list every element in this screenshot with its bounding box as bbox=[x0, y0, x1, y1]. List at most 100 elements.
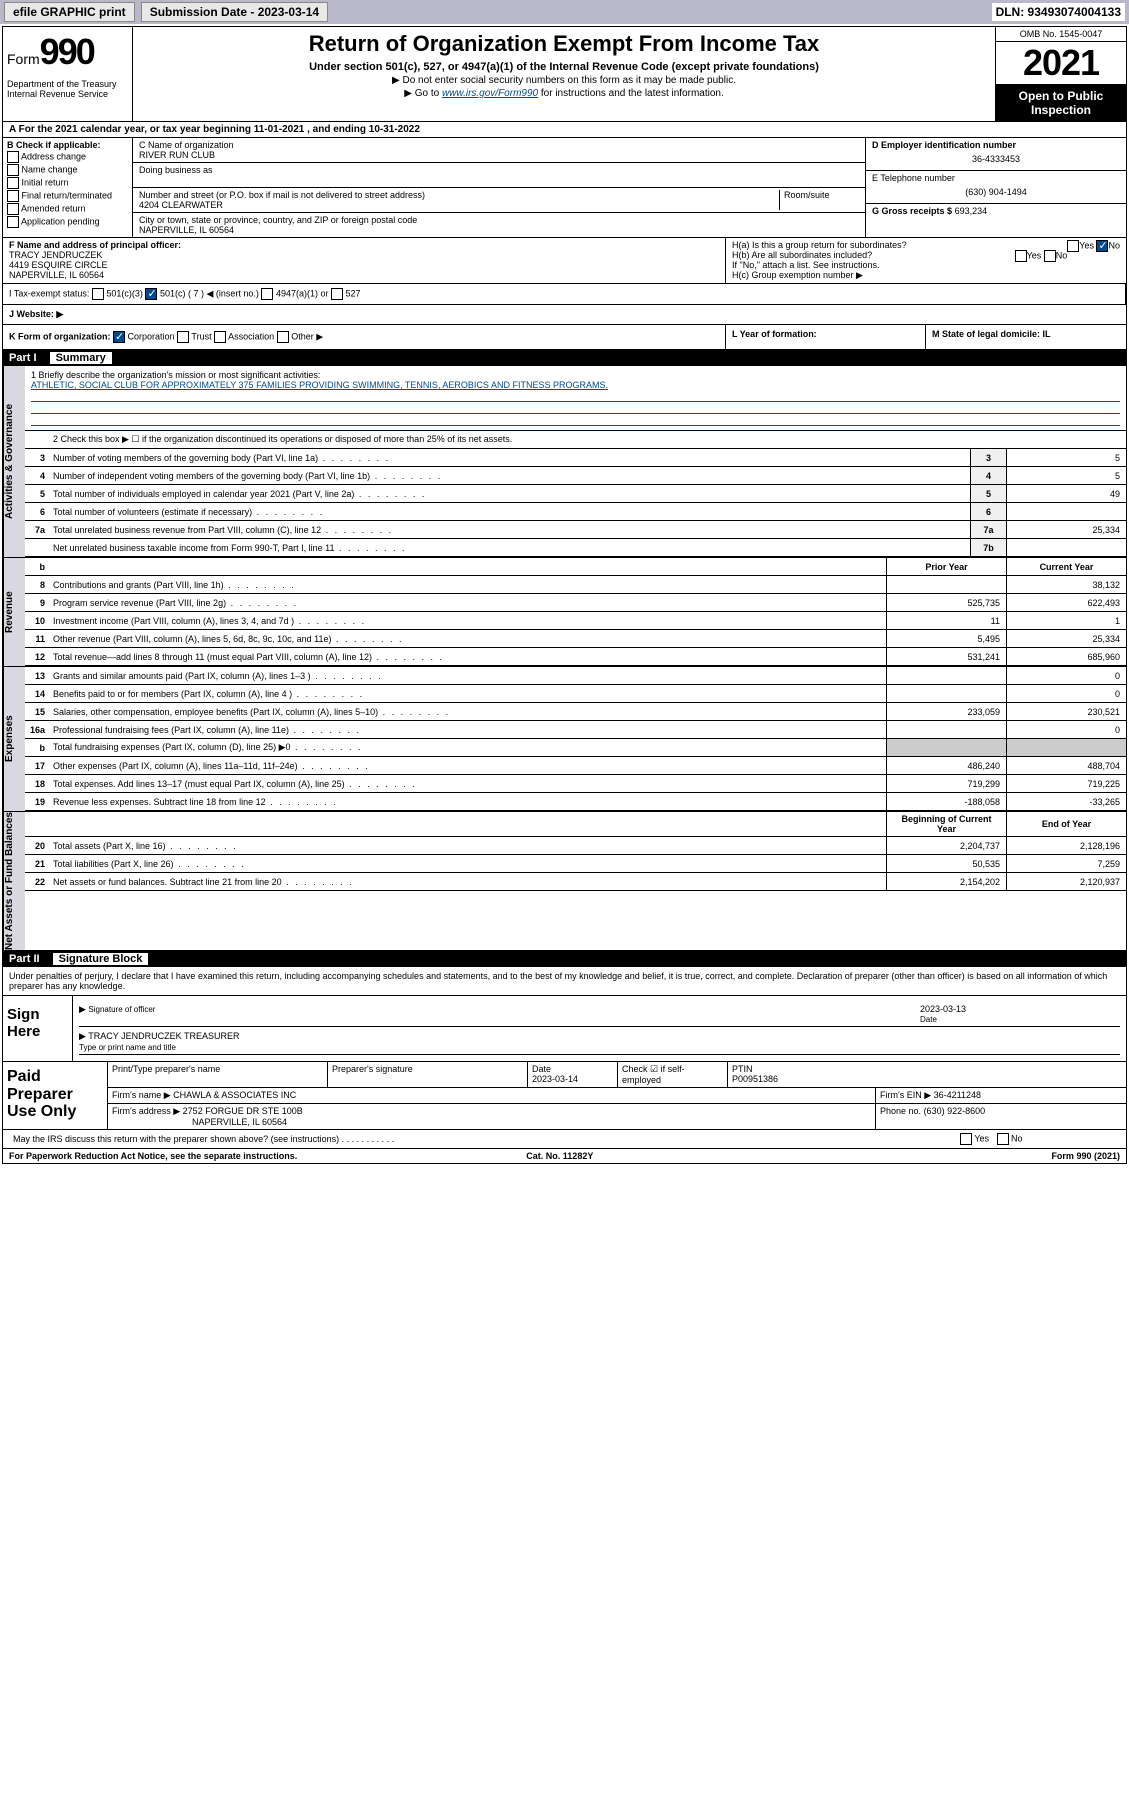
ptin-hdr: PTIN bbox=[732, 1064, 753, 1074]
chk-application-pending[interactable]: Application pending bbox=[7, 216, 128, 228]
self-employed-chk[interactable]: Check ☑ if self-employed bbox=[618, 1062, 728, 1087]
gross-label: G Gross receipts $ bbox=[872, 206, 952, 216]
discuss-no[interactable] bbox=[997, 1133, 1009, 1145]
rev-line-11: 11Other revenue (Part VIII, column (A), … bbox=[25, 630, 1126, 648]
preparer-name-hdr: Print/Type preparer's name bbox=[108, 1062, 328, 1087]
form-page: Form990 Department of the Treasury Inter… bbox=[2, 26, 1127, 1164]
i-label: I Tax-exempt status: bbox=[9, 288, 89, 298]
form-title: Return of Organization Exempt From Incom… bbox=[141, 31, 987, 57]
phone-lbl: Phone no. bbox=[880, 1106, 921, 1116]
firm-addr2: NAPERVILLE, IL 60564 bbox=[192, 1117, 287, 1127]
efile-print-button[interactable]: efile GRAPHIC print bbox=[4, 2, 135, 22]
note-goto: ▶ Go to www.irs.gov/Form990 for instruct… bbox=[141, 88, 987, 99]
net-col-hdr: Beginning of Current Year End of Year bbox=[25, 812, 1126, 837]
room-suite-label: Room/suite bbox=[779, 190, 859, 210]
exp-line-19: 19Revenue less expenses. Subtract line 1… bbox=[25, 793, 1126, 811]
open-to-public: Open to Public Inspection bbox=[996, 85, 1126, 121]
ein-value: 36-4333453 bbox=[872, 150, 1120, 168]
dba-label: Doing business as bbox=[139, 165, 859, 175]
chk-address-change[interactable]: Address change bbox=[7, 151, 128, 163]
mission-label: 1 Briefly describe the organization's mi… bbox=[31, 370, 1120, 380]
net-line-22: 22Net assets or fund balances. Subtract … bbox=[25, 873, 1126, 891]
gov-line-4: 4Number of independent voting members of… bbox=[25, 467, 1126, 485]
paid-preparer-block: Paid Preparer Use Only Print/Type prepar… bbox=[3, 1062, 1126, 1130]
note-post: for instructions and the latest informat… bbox=[538, 88, 724, 99]
form-of-org: K Form of organization: Corporation Trus… bbox=[3, 325, 726, 349]
tax-year: 2021 bbox=[996, 42, 1126, 85]
section-governance: Activities & Governance 1 Briefly descri… bbox=[3, 366, 1126, 558]
rev-line-12: 12Total revenue—add lines 8 through 11 (… bbox=[25, 648, 1126, 666]
state-domicile: M State of legal domicile: IL bbox=[926, 325, 1126, 349]
hb-label: H(b) Are all subordinates included? bbox=[732, 250, 872, 260]
net-line-20: 20Total assets (Part X, line 16)2,204,73… bbox=[25, 837, 1126, 855]
page-footer: For Paperwork Reduction Act Notice, see … bbox=[3, 1149, 1126, 1163]
prep-date: 2023-03-14 bbox=[532, 1074, 578, 1084]
firm-name: CHAWLA & ASSOCIATES INC bbox=[173, 1090, 296, 1100]
exp-line-16a: 16aProfessional fundraising fees (Part I… bbox=[25, 721, 1126, 739]
firm-ein: 36-4211248 bbox=[934, 1090, 981, 1100]
exp-line-18: 18Total expenses. Add lines 13–17 (must … bbox=[25, 775, 1126, 793]
instructions-link[interactable]: www.irs.gov/Form990 bbox=[442, 88, 538, 99]
ptin-value: P00951386 bbox=[732, 1074, 778, 1084]
col-b-checkboxes: B Check if applicable: Address change Na… bbox=[3, 138, 133, 237]
form-ref: Form 990 (2021) bbox=[1051, 1151, 1120, 1161]
officer-label: F Name and address of principal officer: bbox=[9, 240, 719, 250]
discuss-yes[interactable] bbox=[960, 1133, 972, 1145]
chk-name-change[interactable]: Name change bbox=[7, 164, 128, 176]
chk-other[interactable] bbox=[277, 331, 289, 343]
line-2: 2 Check this box ▶ ☐ if the organization… bbox=[25, 431, 1126, 449]
chk-501c3[interactable] bbox=[92, 288, 104, 300]
net-line-21: 21Total liabilities (Part X, line 26)50,… bbox=[25, 855, 1126, 873]
exp-line-14: 14Benefits paid to or for members (Part … bbox=[25, 685, 1126, 703]
sidebar-net-assets: Net Assets or Fund Balances bbox=[3, 812, 25, 950]
col-b-header: B Check if applicable: bbox=[7, 140, 128, 150]
ha-label: H(a) Is this a group return for subordin… bbox=[732, 240, 907, 250]
note-pre: ▶ Go to bbox=[404, 88, 442, 99]
omb-number: OMB No. 1545-0047 bbox=[996, 27, 1126, 42]
sig-date: 2023-03-13 bbox=[920, 1004, 966, 1014]
principal-officer: F Name and address of principal officer:… bbox=[3, 238, 726, 283]
chk-4947[interactable] bbox=[261, 288, 273, 300]
rev-line-8: 8Contributions and grants (Part VIII, li… bbox=[25, 576, 1126, 594]
col-c-org-info: C Name of organization RIVER RUN CLUB Do… bbox=[133, 138, 866, 237]
ha-no[interactable]: No bbox=[1108, 240, 1120, 250]
sign-here-label: Sign Here bbox=[3, 996, 73, 1061]
chk-initial-return[interactable]: Initial return bbox=[7, 177, 128, 189]
gov-line-7a: 7aTotal unrelated business revenue from … bbox=[25, 521, 1126, 539]
exp-line-13: 13Grants and similar amounts paid (Part … bbox=[25, 667, 1126, 685]
row-a-tax-year: A For the 2021 calendar year, or tax yea… bbox=[3, 122, 1126, 138]
perjury-statement: Under penalties of perjury, I declare th… bbox=[3, 967, 1126, 996]
row-i: I Tax-exempt status: 501(c)(3) 501(c) ( … bbox=[3, 284, 1126, 305]
chk-527[interactable] bbox=[331, 288, 343, 300]
chk-trust[interactable] bbox=[177, 331, 189, 343]
note-ssn: ▶ Do not enter social security numbers o… bbox=[141, 75, 987, 86]
exp-line-15: 15Salaries, other compensation, employee… bbox=[25, 703, 1126, 721]
revenue-col-hdr: b Prior Year Current Year bbox=[25, 558, 1126, 576]
sidebar-expenses: Expenses bbox=[3, 667, 25, 811]
org-name: RIVER RUN CLUB bbox=[139, 150, 859, 160]
sidebar-governance: Activities & Governance bbox=[3, 366, 25, 557]
form-prefix: Form bbox=[7, 51, 40, 67]
gov-line-5: 5Total number of individuals employed in… bbox=[25, 485, 1126, 503]
row-f-h: F Name and address of principal officer:… bbox=[3, 238, 1126, 284]
chk-association[interactable] bbox=[214, 331, 226, 343]
hc-label: H(c) Group exemption number ▶ bbox=[732, 270, 1120, 281]
chk-501c[interactable] bbox=[145, 288, 157, 300]
tax-exempt-status: I Tax-exempt status: 501(c)(3) 501(c) ( … bbox=[3, 284, 1126, 304]
ein-label: D Employer identification number bbox=[872, 140, 1120, 150]
mission-block: 1 Briefly describe the organization's mi… bbox=[25, 366, 1126, 431]
topbar: efile GRAPHIC print Submission Date - 20… bbox=[0, 0, 1129, 24]
ha-yes[interactable]: Yes bbox=[1079, 240, 1094, 250]
form-number: 990 bbox=[40, 31, 94, 72]
city-label: City or town, state or province, country… bbox=[139, 215, 859, 225]
chk-final-return[interactable]: Final return/terminated bbox=[7, 190, 128, 202]
org-name-label: C Name of organization bbox=[139, 140, 859, 150]
cat-no: Cat. No. 11282Y bbox=[526, 1151, 593, 1161]
officer-name-title: TRACY JENDRUCZEK TREASURER bbox=[88, 1031, 239, 1041]
chk-corporation[interactable] bbox=[113, 331, 125, 343]
group-return: H(a) Is this a group return for subordin… bbox=[726, 238, 1126, 283]
sidebar-revenue: Revenue bbox=[3, 558, 25, 666]
chk-amended-return[interactable]: Amended return bbox=[7, 203, 128, 215]
rev-line-10: 10Investment income (Part VIII, column (… bbox=[25, 612, 1126, 630]
mission-text: ATHLETIC, SOCIAL CLUB FOR APPROXIMATELY … bbox=[31, 380, 1120, 390]
